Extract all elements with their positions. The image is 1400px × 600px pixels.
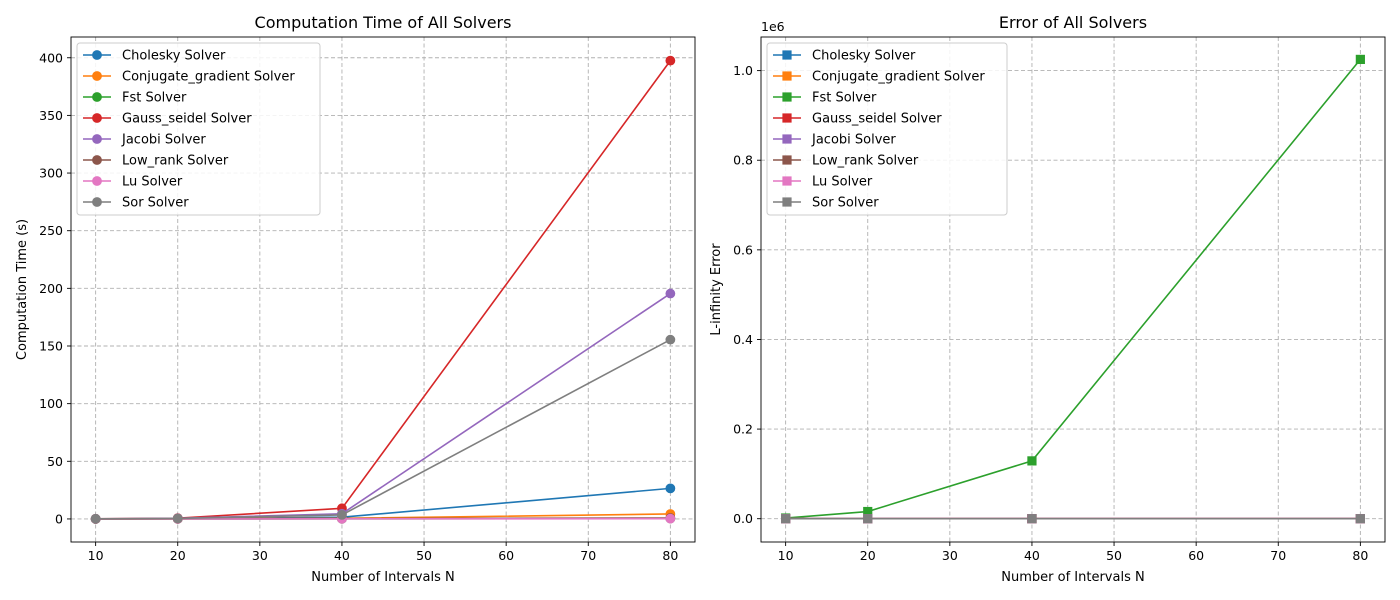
data-point (90, 513, 101, 524)
legend-marker (782, 155, 792, 165)
legend-marker (92, 176, 102, 186)
y-axis-label: Computation Time (s) (15, 219, 30, 360)
y-tick-label: 350 (39, 108, 63, 123)
legend-label: Conjugate_gradient Solver (812, 70, 985, 85)
legend: Cholesky Solver Conjugate_gradient Solver… (76, 42, 321, 216)
legend-marker (92, 71, 102, 81)
y-axis-label: L-infinity Error (709, 243, 724, 336)
x-tick-label: 50 (1106, 548, 1122, 563)
y-tick-label: 100 (39, 396, 63, 411)
x-tick-label: 80 (662, 548, 678, 563)
legend-box (76, 42, 321, 216)
y-offset-label: 1e6 (761, 19, 785, 34)
y-tick-label: 150 (39, 338, 63, 353)
x-tick-label: 50 (416, 548, 432, 563)
x-tick-label: 30 (252, 548, 268, 563)
x-tick-label: 60 (498, 548, 514, 563)
chart-title: Error of All Solvers (999, 13, 1147, 32)
y-tick-label: 400 (39, 50, 63, 65)
plot-frame (760, 36, 1386, 543)
plot-frame (70, 36, 696, 543)
series-line (785, 58, 1361, 519)
legend-marker (782, 92, 792, 102)
data-point (665, 483, 676, 494)
legend-label: Lu Solver (812, 175, 873, 190)
y-tick-label: 0 (55, 511, 63, 526)
x-axis-label: Number of Intervals N (311, 570, 454, 585)
x-tick-label: 40 (1024, 548, 1040, 563)
data-point (665, 334, 676, 345)
data-point (863, 514, 873, 524)
data-point (1355, 54, 1365, 65)
y-tick-label: 250 (39, 223, 63, 238)
legend-label: Low_rank Solver (122, 154, 229, 169)
legend-marker (92, 197, 102, 207)
data-point (337, 510, 347, 520)
legend-marker (782, 113, 792, 123)
legend-marker (92, 113, 102, 123)
legend-label: Jacobi Solver (811, 133, 896, 148)
data-point (1027, 456, 1037, 466)
x-axis-label: Number of Intervals N (1001, 570, 1144, 585)
x-tick-label: 40 (334, 548, 350, 563)
y-tick-label: 300 (39, 166, 63, 181)
legend-label: Gauss_seidel Solver (122, 112, 252, 127)
y-tick-label: 0.4 (733, 332, 753, 347)
y-tick-label: 50 (47, 454, 63, 469)
y-tick-label: 200 (39, 281, 63, 296)
legend-marker (92, 134, 102, 144)
data-point (1027, 514, 1037, 524)
series-line (95, 338, 671, 520)
legend-marker (782, 71, 792, 81)
data-point (665, 55, 676, 66)
legend-label: Jacobi Solver (121, 133, 206, 148)
legend-label: Cholesky Solver (812, 49, 916, 64)
x-tick-label: 20 (170, 548, 186, 563)
x-tick-label: 70 (1270, 548, 1286, 563)
legend-marker (92, 92, 102, 102)
legend-label: Gauss_seidel Solver (812, 112, 942, 127)
legend-marker (782, 50, 792, 60)
data-point (665, 513, 676, 524)
data-point (781, 514, 791, 524)
chart-title: Computation Time of All Solvers (255, 13, 512, 32)
legend-label: Fst Solver (122, 91, 187, 106)
legend-label: Sor Solver (812, 196, 879, 211)
y-tick-label: 0.0 (733, 511, 753, 526)
legend-marker (782, 197, 792, 207)
x-tick-label: 80 (1352, 548, 1368, 563)
y-tick-label: 0.2 (733, 422, 753, 437)
legend-marker (782, 176, 792, 186)
legend-marker (92, 155, 102, 165)
x-tick-label: 10 (88, 548, 104, 563)
x-tick-label: 10 (778, 548, 794, 563)
legend-label: Conjugate_gradient Solver (122, 70, 295, 85)
x-tick-label: 30 (942, 548, 958, 563)
data-point (1355, 514, 1365, 524)
legend-label: Cholesky Solver (122, 49, 226, 64)
legend-marker (92, 50, 102, 60)
legend-marker (782, 134, 792, 144)
error-chart: Error of All Solvers 10 20 30 40 50 60 70 80 0.0 0… (709, 13, 1386, 585)
x-tick-label: 20 (860, 548, 876, 563)
x-tick-label: 60 (1188, 548, 1204, 563)
legend-label: Low_rank Solver (812, 154, 919, 169)
legend-label: Sor Solver (122, 196, 189, 211)
legend-label: Lu Solver (122, 175, 183, 190)
computation-time-chart: Computation Time of All Solvers 10 20 30 40 5… (15, 13, 696, 585)
x-tick-label: 70 (580, 548, 596, 563)
y-tick-label: 0.8 (733, 153, 753, 168)
y-tick-label: 1.0 (733, 63, 753, 78)
data-point (665, 288, 676, 299)
data-point (172, 513, 183, 524)
y-tick-label: 0.6 (733, 242, 753, 257)
series-line (95, 292, 671, 520)
legend: Cholesky Solver Conjugate_gradient Solver… (766, 42, 1008, 216)
legend-label: Fst Solver (812, 91, 877, 106)
legend-box (766, 42, 1008, 216)
